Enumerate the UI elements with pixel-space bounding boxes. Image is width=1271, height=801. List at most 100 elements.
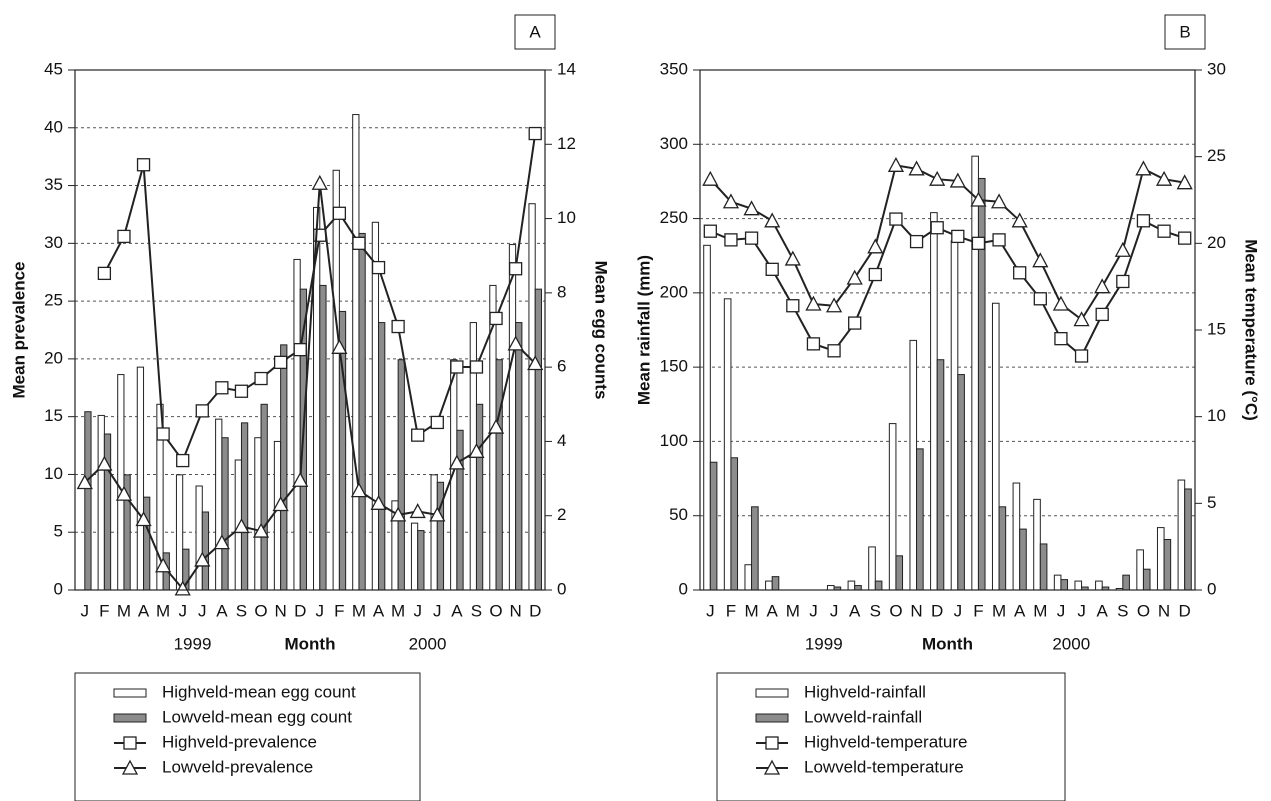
line-marker (722, 193, 740, 209)
line-marker (234, 384, 249, 398)
x-tick-label: A (216, 601, 228, 620)
line-marker (252, 522, 270, 538)
line-marker (489, 311, 503, 326)
y-axis-title: Mean rainfall (mm) (634, 255, 653, 405)
line-marker (786, 299, 800, 313)
bar (909, 339, 918, 591)
legend-label: Highveld-rainfall (804, 682, 926, 701)
bar (1053, 574, 1062, 591)
line-marker (254, 371, 268, 386)
legend-label: Highveld-mean egg count (162, 682, 356, 701)
y-tick-label: 15 (44, 406, 63, 425)
line-marker (292, 471, 309, 487)
bar (508, 244, 517, 591)
bar (417, 530, 425, 591)
x-tick-label: A (373, 601, 385, 620)
line-marker (136, 158, 151, 172)
bar (515, 322, 523, 591)
y2-tick-label: 10 (1207, 406, 1226, 425)
line-marker (1116, 274, 1130, 289)
x-tick-label: M (786, 601, 800, 620)
x-tick-label: D (1179, 601, 1191, 620)
y-tick-label: 30 (44, 233, 63, 252)
bar (874, 580, 883, 591)
y2-tick-label: 8 (557, 282, 566, 301)
y2-tick-label: 15 (1207, 319, 1226, 338)
y-tick-label: 350 (660, 59, 688, 78)
line-marker (352, 236, 366, 250)
bar (371, 221, 380, 591)
bar (1019, 528, 1027, 591)
bar (703, 244, 711, 591)
line-marker (1094, 278, 1111, 294)
y-tick-label: 200 (660, 282, 688, 301)
line-marker (430, 415, 444, 430)
line-marker (1013, 266, 1027, 280)
bar (201, 511, 210, 591)
y2-axis-title: Mean egg counts (592, 261, 611, 400)
line-marker (156, 427, 170, 441)
plot-frame (699, 69, 1196, 591)
bar (175, 474, 184, 591)
line-marker (724, 233, 738, 247)
bar (1033, 498, 1041, 591)
x-tick-label: J (1057, 601, 1066, 620)
legend-swatch (755, 688, 789, 698)
x-tick-label: J (809, 601, 818, 620)
bar (260, 403, 268, 591)
line-marker (765, 262, 779, 276)
bar (936, 359, 945, 591)
x-tick-label: F (973, 601, 983, 620)
bar (352, 114, 360, 591)
x-tick-label: M (1033, 601, 1047, 620)
line-marker (411, 428, 425, 442)
y-tick-label: 10 (44, 464, 63, 483)
line-marker (115, 485, 133, 501)
line-marker (930, 221, 944, 235)
legend-label: Lowveld-mean egg count (162, 707, 352, 726)
bar (895, 555, 904, 591)
legend-label: Highveld-temperature (804, 732, 967, 751)
line-marker (970, 191, 987, 207)
line-marker (1032, 252, 1049, 268)
bar (1122, 574, 1130, 591)
x-tick-label: M (744, 601, 758, 620)
x-tick-label: M (156, 601, 170, 620)
panel-label-box (1164, 14, 1206, 50)
line-marker (868, 267, 882, 282)
panel-label-box (514, 14, 556, 50)
bar (709, 461, 718, 591)
line-marker (743, 200, 760, 216)
y-tick-label: 100 (660, 431, 688, 450)
bar (916, 448, 924, 591)
line-marker (929, 170, 946, 186)
legend-swatch (755, 713, 789, 723)
x-tick-label: J (1077, 601, 1086, 620)
bar (1060, 579, 1069, 591)
line-marker (990, 193, 1008, 209)
line-marker (448, 454, 465, 470)
bar (950, 240, 959, 591)
y2-tick-label: 25 (1207, 146, 1226, 165)
legend-label: Highveld-prevalence (162, 732, 317, 751)
line-marker (784, 250, 801, 266)
bar (771, 576, 780, 591)
x-tick-label: A (849, 601, 861, 620)
bar (1095, 580, 1103, 591)
y-tick-label: 0 (679, 579, 688, 598)
x-tick-label: O (489, 601, 502, 620)
x-tick-label: D (294, 601, 306, 620)
line-marker (273, 355, 288, 370)
line-marker (949, 172, 966, 188)
x-tick-label: S (1117, 601, 1128, 620)
y-axis-title: Mean prevalence (9, 261, 28, 398)
panel-label: A (529, 22, 541, 41)
year-label: 2000 (1052, 634, 1090, 653)
bar (1074, 580, 1083, 591)
line-marker (311, 174, 328, 190)
line-marker (391, 319, 405, 334)
line-marker (507, 335, 524, 351)
year-label: 1999 (174, 634, 212, 653)
y-tick-label: 300 (660, 134, 688, 153)
